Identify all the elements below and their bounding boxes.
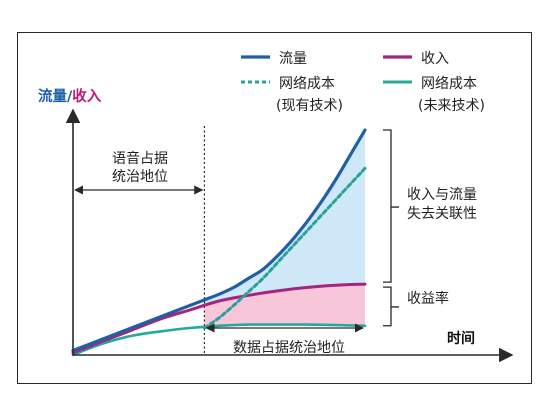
profit-margin-area xyxy=(204,284,365,327)
y-axis-label: 流量/收入 xyxy=(38,87,102,105)
y-axis-label-slash: / xyxy=(67,89,73,105)
chart-frame xyxy=(17,32,532,384)
x-axis-label: 时间 xyxy=(447,330,475,347)
bracket-decoupling xyxy=(383,129,399,283)
bracket-margin xyxy=(383,286,399,327)
series-line-revenue xyxy=(71,282,367,355)
annotation-voice-dominant-2: 统治地位 xyxy=(112,169,168,185)
legend-label-cost-existing-2: (现有技术) xyxy=(276,98,343,114)
annotation-margin: 收益率 xyxy=(407,290,449,307)
annotation-data-dominant: 数据占据统治地位 xyxy=(233,340,345,356)
legend-label-traffic: 流量 xyxy=(279,51,307,67)
annotation-decoupling-2: 失去关联性 xyxy=(407,206,477,222)
legend-label-cost-future-2: (未来技术) xyxy=(418,98,485,114)
annotation-decoupling-1: 收入与流量 xyxy=(407,187,477,203)
y-axis-label-traffic: 流量 xyxy=(38,87,67,105)
legend-label-revenue: 收入 xyxy=(421,51,449,67)
series-line-traffic xyxy=(71,128,367,353)
annotation-voice-dominant-1: 语音占据 xyxy=(112,150,168,167)
legend-label-cost-existing-1: 网络成本 xyxy=(279,76,335,92)
y-axis-label-revenue: 收入 xyxy=(72,87,101,105)
series-line-cost-existing xyxy=(202,166,367,330)
legend-label-cost-future-1: 网络成本 xyxy=(421,76,477,92)
legend: 流量 收入 网络成本 (现有技术) 网络成本 (未来技术) xyxy=(241,51,485,114)
decoupling-gap-area xyxy=(204,130,365,306)
